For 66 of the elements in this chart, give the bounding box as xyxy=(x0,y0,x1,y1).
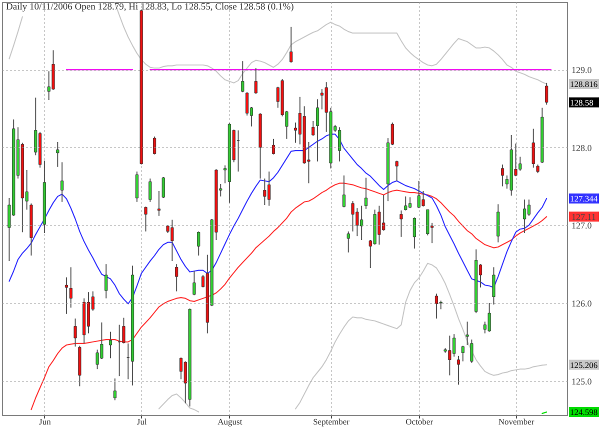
candlestick xyxy=(492,266,496,306)
x-tick-label: August xyxy=(218,416,243,426)
candlestick xyxy=(144,206,148,232)
candlestick xyxy=(135,171,138,202)
candlestick xyxy=(108,331,112,359)
y-tick-label: 125.0 xyxy=(572,376,592,386)
y-tick-label: 127.0 xyxy=(572,220,592,231)
candlestick xyxy=(400,210,403,238)
candlestick xyxy=(113,378,116,401)
x-tick-label: November xyxy=(498,416,534,426)
line-series xyxy=(30,182,548,410)
candlestick xyxy=(364,177,368,210)
candlestick xyxy=(545,82,548,106)
x-tick-label: September xyxy=(313,416,350,426)
chart-title: Daily 10/11/2006 Open 128.79, Hi 128.83, Lo 128.55, Close 128.58 (0.1%) xyxy=(6,2,294,12)
candlestick xyxy=(312,120,315,136)
candlestick xyxy=(69,266,72,308)
x-tick-label: Jul xyxy=(136,416,148,426)
candlestick xyxy=(263,178,266,206)
candlestick xyxy=(60,162,64,202)
candlestick xyxy=(192,270,196,296)
annotation: 128.816 xyxy=(570,78,598,89)
candlestick xyxy=(408,196,412,209)
x-tick-label: Jun xyxy=(39,416,52,426)
annotation: 124.598 xyxy=(570,407,598,418)
candlestick xyxy=(122,317,126,344)
candlestick xyxy=(290,26,293,64)
candlestick xyxy=(488,302,491,332)
candlestick xyxy=(456,355,460,386)
y-tick-label: 127.11 xyxy=(572,212,596,222)
candlestick xyxy=(56,142,60,168)
candlestick xyxy=(104,264,108,299)
candlestick xyxy=(532,128,535,168)
candlestick xyxy=(241,60,244,93)
candlestick xyxy=(523,199,526,234)
candlestick xyxy=(175,264,178,292)
candlestick xyxy=(197,230,200,256)
candlestick xyxy=(412,216,416,250)
candlestick xyxy=(342,174,346,208)
annotation: 127.344 xyxy=(570,193,598,204)
candlestick xyxy=(404,196,408,211)
candlestick xyxy=(272,138,276,155)
annotation: 125.206 xyxy=(570,360,598,370)
text: 128.58 xyxy=(570,97,594,108)
y-tick-label: 128.0 xyxy=(572,142,592,153)
x-tick-label: October xyxy=(406,416,434,426)
candlestick xyxy=(434,293,438,320)
candlestick xyxy=(395,160,398,182)
y-tick-label: 129.0 xyxy=(572,65,592,76)
candlestick xyxy=(179,356,183,380)
candlestick xyxy=(64,276,68,314)
y-tick-label: 126.0 xyxy=(572,298,592,308)
candlestick xyxy=(246,92,249,116)
candlestick xyxy=(527,199,531,216)
candlestick xyxy=(254,68,258,94)
candlestick xyxy=(466,321,469,346)
candlestick xyxy=(148,178,152,202)
candlestick xyxy=(153,136,156,155)
candlestick xyxy=(470,339,474,364)
candlestick xyxy=(157,190,161,216)
candlestick xyxy=(316,98,320,162)
candlestick xyxy=(74,318,77,348)
candlestick xyxy=(500,164,504,187)
candlestick xyxy=(346,230,350,253)
candlestick xyxy=(162,176,165,198)
candlestick xyxy=(461,345,464,362)
